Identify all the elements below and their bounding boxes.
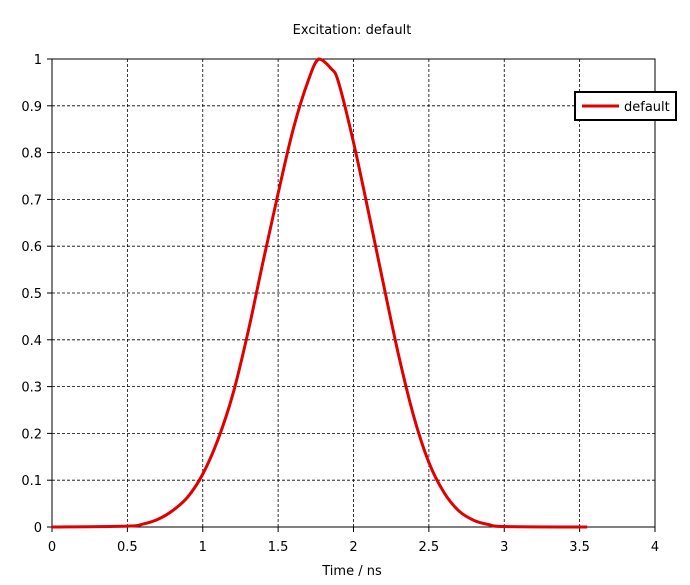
x-tick-label: 0.5 [117, 540, 138, 555]
y-tick-label: 0 [34, 521, 42, 536]
series-layer [51, 57, 588, 529]
y-tick-label: 0.4 [21, 334, 42, 349]
x-tick-label: 2 [349, 540, 357, 555]
x-tick-label: 0 [48, 540, 56, 555]
y-tick-label: 1 [34, 53, 42, 68]
legend-label-default: default [624, 100, 670, 115]
x-tick-label: 3.5 [569, 540, 590, 555]
y-tick-label: 0.8 [21, 147, 42, 162]
y-tick-label: 0.1 [21, 474, 42, 489]
y-tick-label: 0.6 [21, 240, 42, 255]
chart-title: Excitation: default [293, 23, 412, 38]
y-tick-label: 0.5 [21, 287, 42, 302]
grid [52, 59, 655, 527]
y-tick-label: 0.7 [21, 193, 42, 208]
x-tick-label: 1 [199, 540, 207, 555]
x-tick-label: 3 [500, 540, 508, 555]
x-tick-label: 4 [651, 540, 659, 555]
y-tick-label: 0.2 [21, 427, 42, 442]
y-axis: 0 0.1 0.2 0.3 0.4 0.5 0.6 0.7 0.8 0.9 1 [21, 53, 52, 536]
y-tick-label: 0.3 [21, 381, 42, 396]
legend: default [574, 91, 677, 121]
x-tick-label: 2.5 [419, 540, 440, 555]
x-tick-label: 1.5 [268, 540, 289, 555]
series-line-default [51, 57, 588, 529]
y-tick-label: 0.9 [21, 100, 42, 115]
x-axis: 0 0.5 1 1.5 2 2.5 3 3.5 4 [48, 527, 659, 555]
x-axis-label: Time / ns [321, 564, 382, 579]
